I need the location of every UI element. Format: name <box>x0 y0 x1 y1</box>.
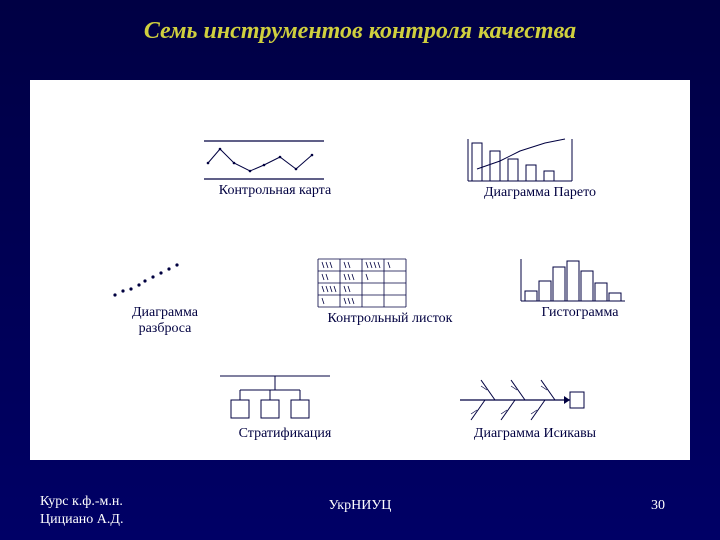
control-chart-icon <box>200 135 330 183</box>
tool-control-chart: Контрольная карта <box>200 135 350 199</box>
slide-title: Семь инструментов контроля качества <box>0 0 720 45</box>
checksheet-icon <box>310 255 420 311</box>
stratification-label: Стратификация <box>210 426 360 442</box>
histogram-icon <box>515 255 630 305</box>
pareto-label: Диаграмма Парето <box>460 185 620 201</box>
scatter-icon <box>105 255 195 305</box>
scatter-label-1: Диаграмма <box>105 305 225 321</box>
tool-checksheet: Контрольный листок <box>310 255 470 327</box>
scatter-label-2: разброса <box>105 321 225 337</box>
content-panel: Контрольная карта Диаграмма Парето Диагр… <box>30 80 690 460</box>
ishikawa-icon <box>450 370 590 426</box>
control-chart-label: Контрольная карта <box>200 183 350 199</box>
tool-scatter: Диаграмма разброса <box>105 255 225 337</box>
tool-histogram: Гистограмма <box>515 255 645 321</box>
footer-center: УкрНИУЦ <box>0 498 720 514</box>
pareto-icon <box>460 135 580 185</box>
ishikawa-label: Диаграмма Исикавы <box>450 426 620 442</box>
tool-pareto: Диаграмма Парето <box>460 135 620 201</box>
stratification-icon <box>210 370 340 426</box>
footer-page: 30 <box>651 498 665 514</box>
tool-ishikawa: Диаграмма Исикавы <box>450 370 620 442</box>
tool-stratification: Стратификация <box>210 370 360 442</box>
histogram-label: Гистограмма <box>515 305 645 321</box>
checksheet-label: Контрольный листок <box>310 311 470 327</box>
